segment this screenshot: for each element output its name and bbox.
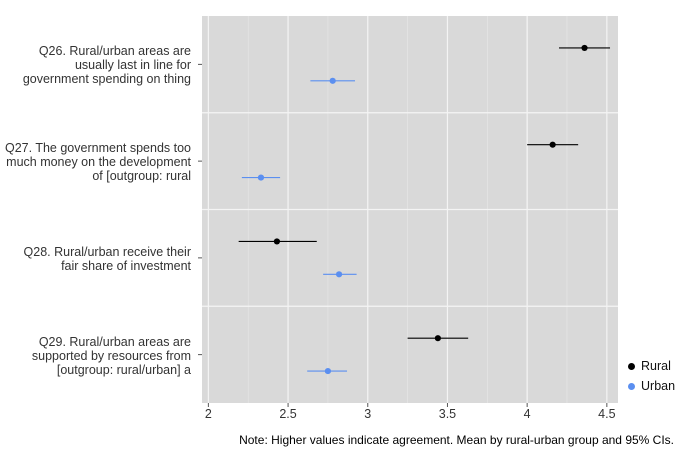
y-label-line: fair share of investment <box>61 259 191 273</box>
x-tick-label: 4.5 <box>598 407 615 421</box>
point-urban <box>335 271 343 278</box>
x-tick-label: 3.5 <box>439 407 456 421</box>
y-label-line: usually last in line for <box>74 58 191 72</box>
y-label-line: of [outgroup: rural <box>92 169 191 183</box>
legend-item-urban: Urban <box>628 379 675 393</box>
legend-item-rural: Rural <box>628 359 671 373</box>
y-label-q28: Q28. Rural/urban receive their fair shar… <box>0 245 191 273</box>
point-rural <box>273 238 281 245</box>
y-label-line: much money on the development <box>6 155 191 169</box>
point-rural <box>581 44 588 52</box>
y-label-line: [outgroup: rural/urban] a <box>56 363 191 377</box>
x-tick-label: 2.5 <box>279 407 296 421</box>
x-tick-label: 3 <box>364 407 371 421</box>
point-urban <box>324 367 332 375</box>
x-tick-label: 4 <box>524 407 531 421</box>
y-label-line: Q28. Rural/urban receive their <box>23 245 191 259</box>
legend-label-rural: Rural <box>641 359 671 373</box>
y-label-line: Q27. The government spends too <box>5 141 191 155</box>
point-urban <box>329 77 336 84</box>
point-rural <box>434 335 441 342</box>
y-label-q27: Q27. The government spends too much mone… <box>0 141 191 183</box>
legend-swatch-urban <box>628 382 635 390</box>
y-label-q29: Q29. Rural/urban areas are supported by … <box>0 335 191 377</box>
point-rural <box>549 141 556 148</box>
x-tick-label: 2 <box>205 407 212 421</box>
y-label-line: supported by resources from <box>31 349 191 363</box>
y-label-line: Q26. Rural/urban areas are <box>38 44 191 58</box>
y-label-q26: Q26. Rural/urban areas are usually last … <box>0 44 191 86</box>
chart-note: Note: Higher values indicate agreement. … <box>239 433 674 447</box>
point-urban <box>257 174 265 181</box>
legend-swatch-rural <box>628 362 635 370</box>
legend-label-urban: Urban <box>641 379 676 393</box>
y-label-line: government spending on thing <box>22 72 191 86</box>
y-label-line: Q29. Rural/urban areas are <box>38 335 191 349</box>
